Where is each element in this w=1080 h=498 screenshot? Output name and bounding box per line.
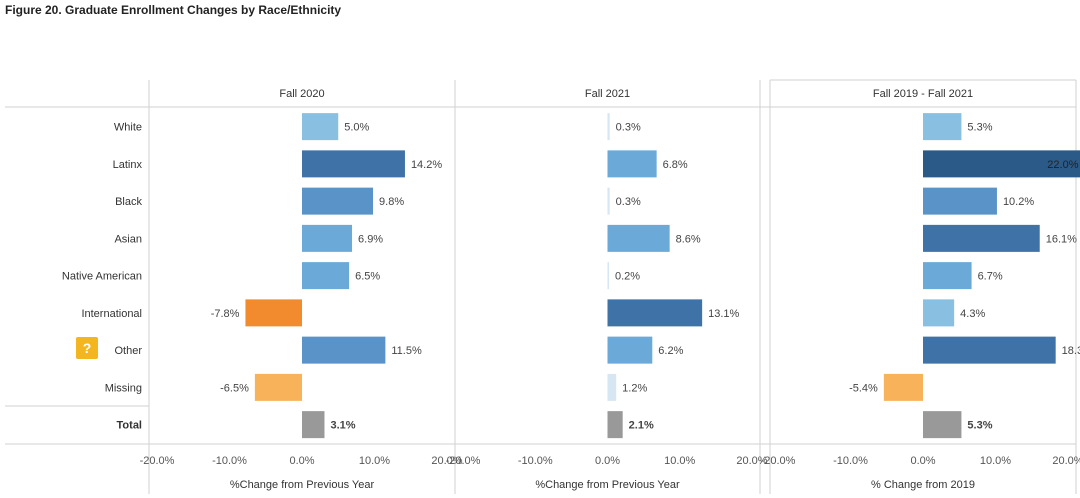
data-label-fall-2021-black: 0.3% (616, 196, 641, 208)
data-label-fall-2020-native-american: 6.5% (355, 271, 380, 283)
bar-fall-2020-other (302, 336, 386, 364)
bar-fall-2021-missing (607, 373, 617, 401)
data-label-fall-2019-fall-2021-latinx: 22.0% (1047, 159, 1078, 171)
axis-title-fall-2021: %Change from Previous Year (535, 479, 680, 491)
bar-fall-2019-fall-2021-latinx (923, 150, 1080, 178)
tick-label-fall-2019-fall-2021-3: 10.0% (980, 455, 1011, 467)
panel-header-fall-2021: Fall 2021 (585, 88, 630, 100)
data-label-fall-2021-asian: 8.6% (676, 233, 701, 245)
bar-fall-2020-white (302, 113, 339, 141)
tick-label-fall-2019-fall-2021-1: -10.0% (833, 455, 868, 467)
data-label-fall-2021-missing: 1.2% (622, 382, 647, 394)
category-label-white: White (114, 122, 142, 134)
bar-fall-2020-black (302, 187, 374, 215)
tick-label-fall-2021-4: 20.0% (736, 455, 767, 467)
tick-label-fall-2019-fall-2021-2: 0.0% (910, 455, 935, 467)
data-label-fall-2019-fall-2021-missing: -5.4% (849, 382, 878, 394)
bar-fall-2021-total (607, 411, 623, 439)
data-label-fall-2020-other: 11.5% (391, 345, 422, 357)
category-label-latinx: Latinx (113, 159, 143, 171)
data-label-fall-2020-asian: 6.9% (358, 233, 383, 245)
data-label-fall-2021-international: 13.1% (708, 308, 739, 320)
bar-fall-2020-native-american (302, 262, 350, 290)
category-label-total: Total (117, 420, 142, 432)
data-label-fall-2020-latinx: 14.2% (411, 159, 442, 171)
bar-fall-2021-international (607, 299, 703, 327)
bar-fall-2020-latinx (302, 150, 405, 178)
bar-fall-2020-missing (254, 373, 302, 401)
bar-fall-2021-black (607, 187, 610, 215)
bar-fall-2019-fall-2021-other (923, 336, 1056, 364)
axis-title-fall-2019-fall-2021: % Change from 2019 (871, 479, 975, 491)
data-label-fall-2019-fall-2021-international: 4.3% (960, 308, 985, 320)
data-label-fall-2019-fall-2021-total: 5.3% (967, 420, 992, 432)
bar-fall-2020-asian (302, 224, 353, 252)
tick-label-fall-2020-2: 0.0% (289, 455, 314, 467)
tick-label-fall-2021-0: -20.0% (446, 455, 481, 467)
tick-label-fall-2020-1: -10.0% (212, 455, 247, 467)
panel-header-fall-2020: Fall 2020 (279, 88, 324, 100)
tick-label-fall-2020-0: -20.0% (140, 455, 175, 467)
question-mark-icon[interactable]: ? (76, 337, 98, 359)
tick-label-fall-2021-1: -10.0% (518, 455, 553, 467)
category-label-international: International (81, 308, 142, 320)
bar-fall-2019-fall-2021-total (923, 411, 962, 439)
category-label-missing: Missing (105, 382, 142, 394)
data-label-fall-2021-white: 0.3% (616, 122, 641, 134)
panel-header-fall-2019-fall-2021: Fall 2019 - Fall 2021 (873, 88, 973, 100)
bar-fall-2019-fall-2021-native-american (923, 262, 972, 290)
bar-fall-2019-fall-2021-missing (883, 373, 923, 401)
data-label-fall-2019-fall-2021-other: 18.3% (1062, 345, 1080, 357)
data-label-fall-2019-fall-2021-native-american: 6.7% (978, 271, 1003, 283)
data-label-fall-2020-black: 9.8% (379, 196, 404, 208)
tick-label-fall-2019-fall-2021-0: -20.0% (761, 455, 796, 467)
category-label-native-american: Native American (62, 271, 142, 283)
data-label-fall-2019-fall-2021-asian: 16.1% (1046, 233, 1077, 245)
data-label-fall-2020-white: 5.0% (344, 122, 369, 134)
bar-fall-2020-total (302, 411, 325, 439)
tick-label-fall-2021-2: 0.0% (595, 455, 620, 467)
bar-fall-2019-fall-2021-international (923, 299, 955, 327)
data-label-fall-2021-latinx: 6.8% (663, 159, 688, 171)
data-label-fall-2021-other: 6.2% (658, 345, 683, 357)
data-label-fall-2020-international: -7.8% (211, 308, 240, 320)
tick-label-fall-2019-fall-2021-4: 20.0% (1052, 455, 1080, 467)
bar-fall-2019-fall-2021-asian (923, 224, 1040, 252)
bar-fall-2021-latinx (607, 150, 657, 178)
tick-label-fall-2021-3: 10.0% (664, 455, 695, 467)
data-label-fall-2020-missing: -6.5% (220, 382, 249, 394)
bar-fall-2021-asian (607, 224, 670, 252)
bar-fall-2021-other (607, 336, 653, 364)
data-label-fall-2021-total: 2.1% (629, 420, 654, 432)
category-label-other: Other (114, 345, 142, 357)
figure-title: Figure 20. Graduate Enrollment Changes b… (5, 3, 342, 17)
axis-title-fall-2020: %Change from Previous Year (230, 479, 375, 491)
data-label-fall-2021-native-american: 0.2% (615, 271, 640, 283)
data-label-fall-2019-fall-2021-white: 5.3% (967, 122, 992, 134)
bar-fall-2021-white (607, 113, 610, 141)
bar-fall-2019-fall-2021-black (923, 187, 997, 215)
bar-fall-2019-fall-2021-white (923, 113, 962, 141)
tick-label-fall-2020-3: 10.0% (359, 455, 390, 467)
bar-fall-2020-international (245, 299, 302, 327)
bar-fall-2021-native-american (607, 262, 609, 290)
category-label-asian: Asian (114, 233, 142, 245)
data-label-fall-2019-fall-2021-black: 10.2% (1003, 196, 1034, 208)
category-label-black: Black (115, 196, 142, 208)
data-label-fall-2020-total: 3.1% (330, 420, 355, 432)
